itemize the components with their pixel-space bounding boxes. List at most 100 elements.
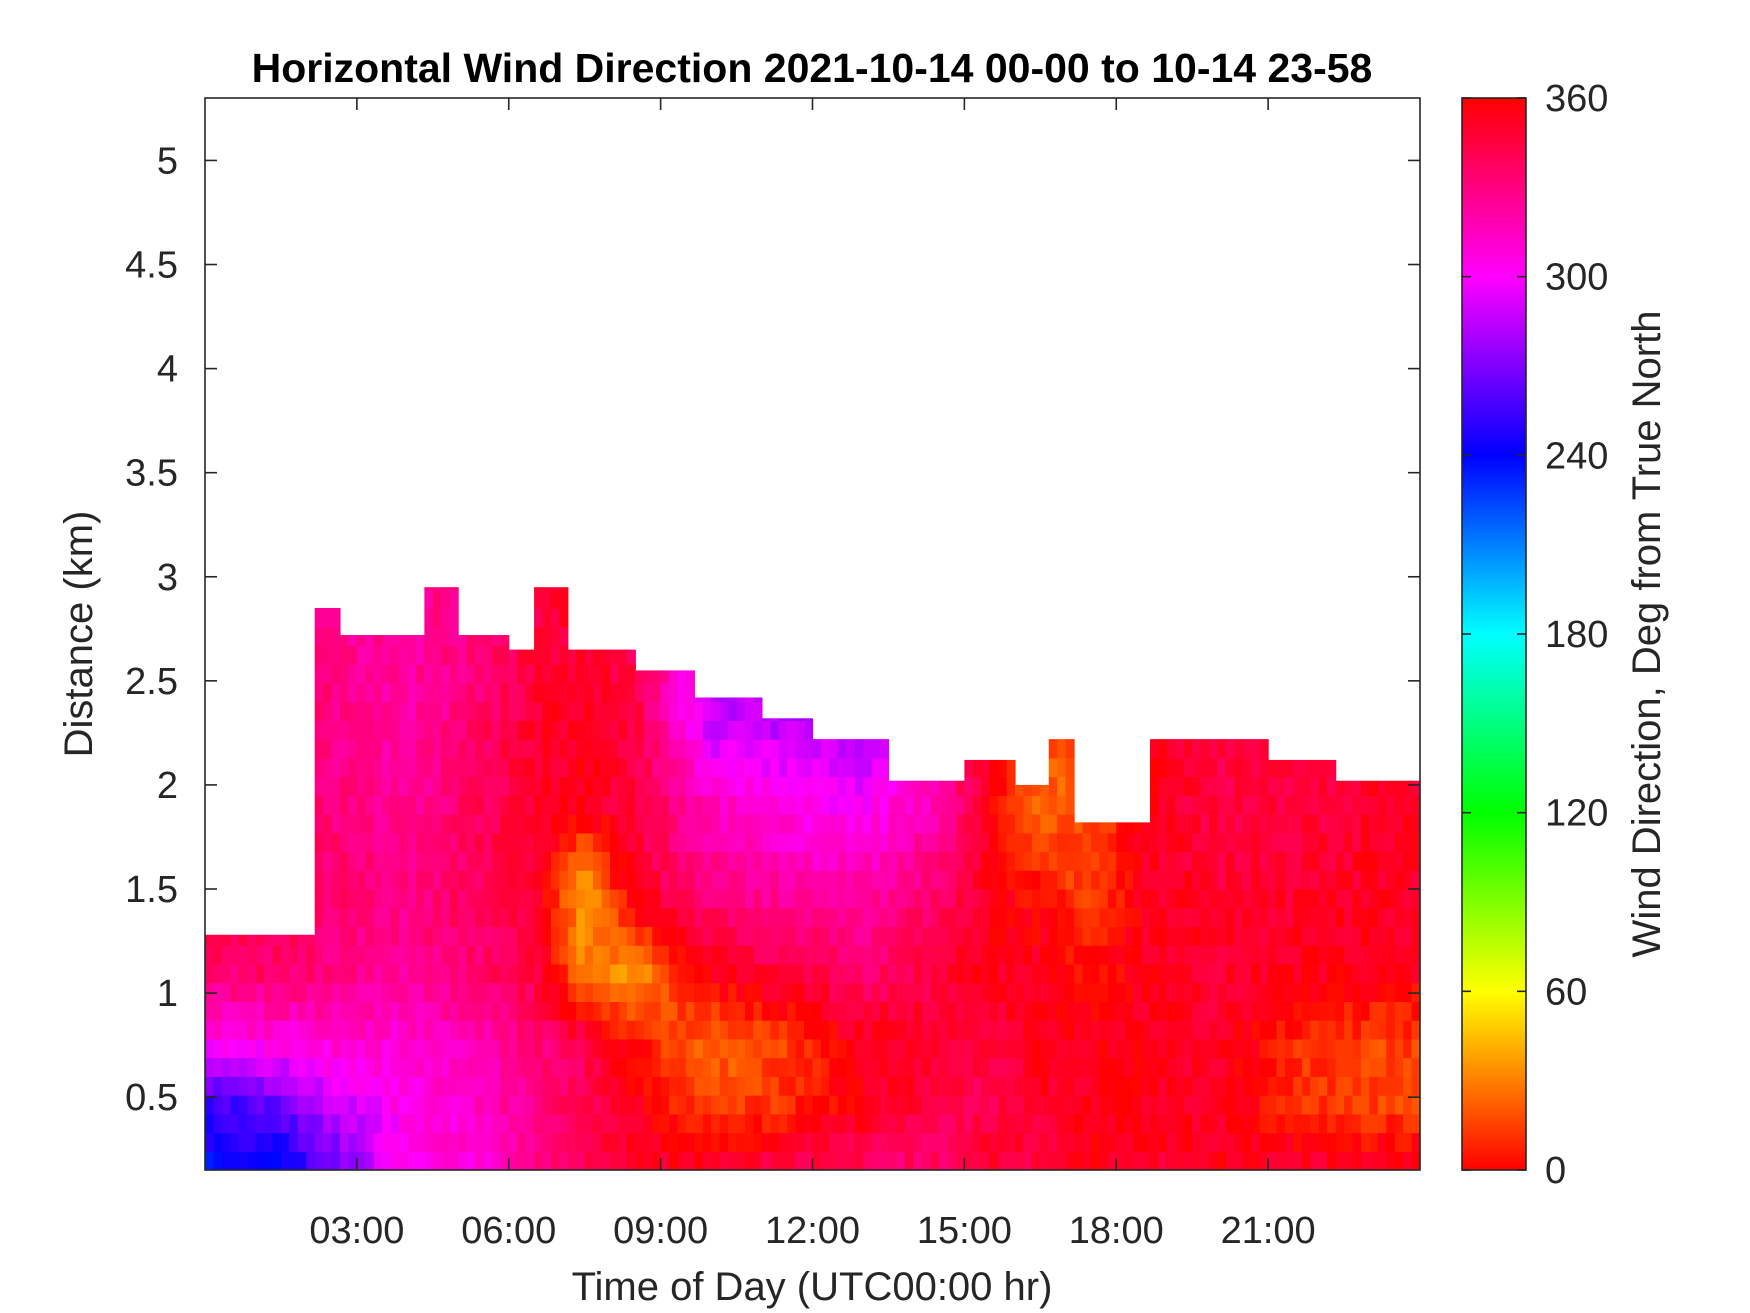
heatmap-cell	[550, 1020, 560, 1040]
heatmap-cell	[922, 780, 932, 796]
heatmap-cell	[382, 888, 392, 909]
heatmap-cell	[1065, 907, 1075, 928]
heatmap-cell	[390, 926, 400, 946]
heatmap-cell	[382, 1132, 392, 1152]
heatmap-cell	[1285, 907, 1295, 928]
heatmap-cell	[1158, 1076, 1168, 1096]
heatmap-cell	[1057, 1151, 1067, 1170]
heatmap-cell	[1386, 1038, 1396, 1059]
heatmap-cell	[778, 1151, 788, 1170]
heatmap-cell	[753, 1132, 763, 1152]
heatmap-cell	[787, 1113, 797, 1134]
heatmap-cell	[1158, 907, 1168, 928]
heatmap-cell	[761, 1001, 771, 1021]
heatmap-cell	[1158, 888, 1168, 909]
heatmap-cell	[1310, 776, 1320, 796]
heatmap-cell	[880, 1001, 890, 1021]
heatmap-cell	[441, 739, 451, 759]
heatmap-cell	[331, 926, 341, 946]
heatmap-cell	[1234, 870, 1244, 890]
heatmap-cell	[694, 814, 704, 834]
heatmap-cell	[1386, 851, 1396, 871]
heatmap-cell	[955, 1095, 965, 1115]
heatmap-cell	[314, 757, 324, 778]
heatmap-cell	[221, 963, 231, 984]
colorbar-tick-label: 60	[1545, 971, 1587, 1013]
heatmap-cell	[778, 1132, 788, 1152]
heatmap-cell	[601, 982, 611, 1002]
heatmap-cell	[837, 1076, 847, 1096]
heatmap-cell	[466, 888, 476, 909]
heatmap-cell	[1242, 1057, 1252, 1077]
heatmap-cell	[719, 832, 729, 853]
heatmap-cell	[356, 814, 366, 834]
heatmap-cell	[382, 757, 392, 778]
heatmap-cell	[534, 682, 544, 703]
heatmap-cell	[576, 907, 586, 928]
heatmap-cell	[1183, 1151, 1193, 1170]
heatmap-cell	[415, 1113, 425, 1134]
heatmap-cell	[340, 907, 350, 928]
heatmap-cell	[820, 832, 830, 853]
heatmap-cell	[795, 718, 805, 721]
heatmap-cell	[1268, 1132, 1278, 1152]
heatmap-cell	[1369, 1038, 1379, 1059]
heatmap-cell	[491, 720, 501, 740]
heatmap-cell	[1335, 1038, 1345, 1059]
heatmap-cell	[314, 1020, 324, 1040]
heatmap-cell	[846, 1132, 856, 1152]
heatmap-cell	[221, 1076, 231, 1096]
heatmap-cell	[1006, 1057, 1016, 1077]
heatmap-cell	[694, 1113, 704, 1134]
heatmap-cell	[1242, 739, 1252, 759]
heatmap-cell	[466, 1151, 476, 1170]
heatmap-cell	[871, 963, 881, 984]
heatmap-cell	[820, 888, 830, 909]
heatmap-cell	[373, 1057, 383, 1077]
heatmap-cell	[820, 851, 830, 871]
heatmap-cell	[475, 982, 485, 1002]
heatmap-cell	[1386, 1132, 1396, 1152]
heatmap-cell	[854, 1057, 864, 1077]
heatmap-cell	[685, 851, 695, 871]
heatmap-cell	[593, 1132, 603, 1152]
heatmap-cell	[736, 832, 746, 853]
heatmap-cell	[702, 926, 712, 946]
heatmap-cell	[348, 1113, 358, 1134]
heatmap-cell	[399, 701, 409, 721]
heatmap-cell	[795, 907, 805, 928]
heatmap-cell	[1293, 832, 1303, 853]
heatmap-cell	[778, 870, 788, 890]
heatmap-cell	[584, 963, 594, 984]
heatmap-cell	[888, 1076, 898, 1096]
heatmap-cell	[449, 851, 459, 871]
heatmap-cell	[1352, 888, 1362, 909]
heatmap-cell	[745, 795, 755, 815]
heatmap-cell	[1065, 1057, 1075, 1077]
heatmap-cell	[896, 926, 906, 946]
heatmap-cell	[1150, 963, 1160, 984]
heatmap-cell	[550, 589, 560, 609]
heatmap-cell	[550, 607, 560, 628]
heatmap-cell	[880, 926, 890, 946]
heatmap-cell	[323, 795, 333, 815]
heatmap-cell	[829, 888, 839, 909]
heatmap-cell	[972, 759, 982, 778]
heatmap-cell	[542, 982, 552, 1002]
heatmap-cell	[1251, 1020, 1261, 1040]
heatmap-cell	[610, 1151, 620, 1170]
heatmap-cell	[787, 720, 797, 740]
heatmap-cell	[432, 607, 442, 628]
heatmap-cell	[1217, 888, 1227, 909]
heatmap-cell	[314, 982, 324, 1002]
heatmap-cell	[922, 1132, 932, 1152]
heatmap-cell	[576, 963, 586, 984]
heatmap-cell	[1285, 1113, 1295, 1134]
heatmap-cell	[1107, 1038, 1117, 1059]
heatmap-cell	[365, 926, 375, 946]
heatmap-cell	[550, 587, 560, 590]
heatmap-cell	[972, 1076, 982, 1096]
heatmap-cell	[1386, 870, 1396, 890]
heatmap-cell	[677, 757, 687, 778]
heatmap-cell	[441, 1132, 451, 1152]
